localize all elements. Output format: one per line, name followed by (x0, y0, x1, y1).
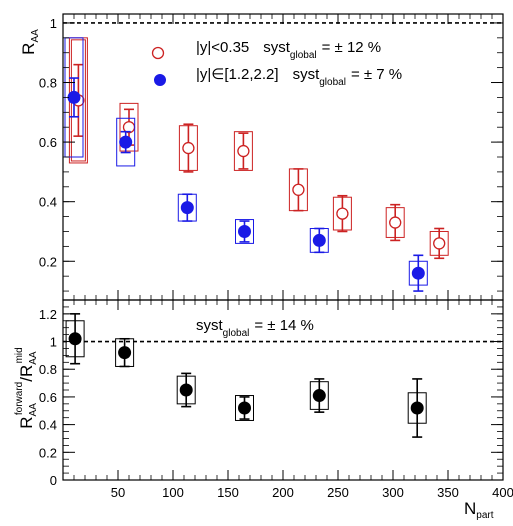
bottom-y-tick-label: 0.8 (39, 362, 57, 377)
legend-marker-open-circle (151, 46, 165, 60)
top-y-tick-label: 0.8 (39, 76, 57, 91)
x-tick-label: 400 (492, 485, 513, 500)
top-y-tick-label: 0.6 (39, 135, 57, 150)
top-y-tick-label: 1 (50, 16, 57, 31)
bottom-syst-annotation: systglobal = ± 14 % (196, 317, 314, 339)
legend-label-midrapidity: |y|<0.35 systglobal = ± 12 % (196, 39, 381, 61)
top-series-1-point (180, 201, 194, 215)
x-tick-label: 50 (111, 485, 125, 500)
top-y-tick-label: 0.4 (39, 195, 57, 210)
top-plot-data (63, 22, 503, 292)
top-series-0-point (237, 144, 250, 158)
bottom-series-0-point (68, 332, 82, 346)
legend-label-forward: |y|∈[1.2,2.2] systglobal = ± 7 % (196, 66, 402, 88)
bottom-series-0-point (410, 401, 424, 415)
bottom-panel: 0 0.2 0.4 0.6 0.8 1 1.2 50 100 150 200 250 300 350 400… (14, 299, 513, 521)
top-panel: 0.2 0.4 0.6 0.8 1 RAA |y|<0.35 systglobal = ± … (19, 13, 504, 301)
x-tick-label: 350 (437, 485, 459, 500)
bottom-series-0-point (238, 401, 251, 415)
top-series-1-point (67, 90, 81, 104)
bottom-plot-data (63, 313, 503, 438)
x-tick-label: 250 (327, 485, 349, 500)
top-axes-ticks: 0.2 0.4 0.6 0.8 1 (39, 14, 504, 300)
bottom-y-tick-label: 0.6 (39, 390, 57, 405)
top-series-1-syst-box (235, 219, 254, 244)
top-series-0-point (433, 237, 446, 250)
top-series-0-point (292, 183, 305, 196)
top-series-0-point (336, 207, 349, 220)
x-tick-label: 100 (162, 485, 184, 500)
bottom-y-tick-label: 0.2 (39, 445, 57, 460)
top-series-0-syst-box (233, 131, 253, 171)
top-plot-frame (62, 13, 504, 301)
top-series-0-point (182, 141, 195, 155)
top-y-axis-label: RAA (19, 29, 41, 55)
top-y-tick-label: 0.2 (39, 254, 57, 269)
legend-marker-filled-circle (154, 74, 166, 86)
top-series-1-point (312, 233, 326, 247)
top-series-1-point (238, 224, 251, 238)
bottom-series-0-point (179, 383, 193, 397)
top-series-1-point (411, 266, 425, 280)
x-axis-label: Npart (464, 499, 494, 521)
bottom-y-tick-label: 0 (50, 473, 57, 488)
x-tick-label: 300 (382, 485, 404, 500)
bottom-y-tick-label: 1.2 (39, 307, 57, 322)
bottom-y-tick-label: 0.4 (39, 418, 57, 433)
bottom-series-0-syst-box (235, 395, 254, 421)
x-tick-label: 200 (272, 485, 294, 500)
bottom-y-tick-label: 1 (50, 335, 57, 350)
top-series-0-point (389, 216, 402, 229)
bottom-axes-ticks: 0 0.2 0.4 0.6 0.8 1 1.2 50 100 150 200 250 300 350 400 (39, 299, 513, 500)
bottom-y-axis-label: RAAforward/RAAmid (14, 347, 39, 428)
bottom-series-0-point (312, 389, 326, 403)
top-legend: |y|<0.35 systglobal = ± 12 % |y|∈[1.2,2.2]… (151, 39, 402, 88)
bottom-series-0-point (118, 346, 132, 360)
top-series-1-point (119, 135, 133, 149)
top-series-1-syst-box (116, 117, 136, 167)
top-series-0-syst-box (119, 102, 139, 152)
x-tick-label: 150 (217, 485, 239, 500)
